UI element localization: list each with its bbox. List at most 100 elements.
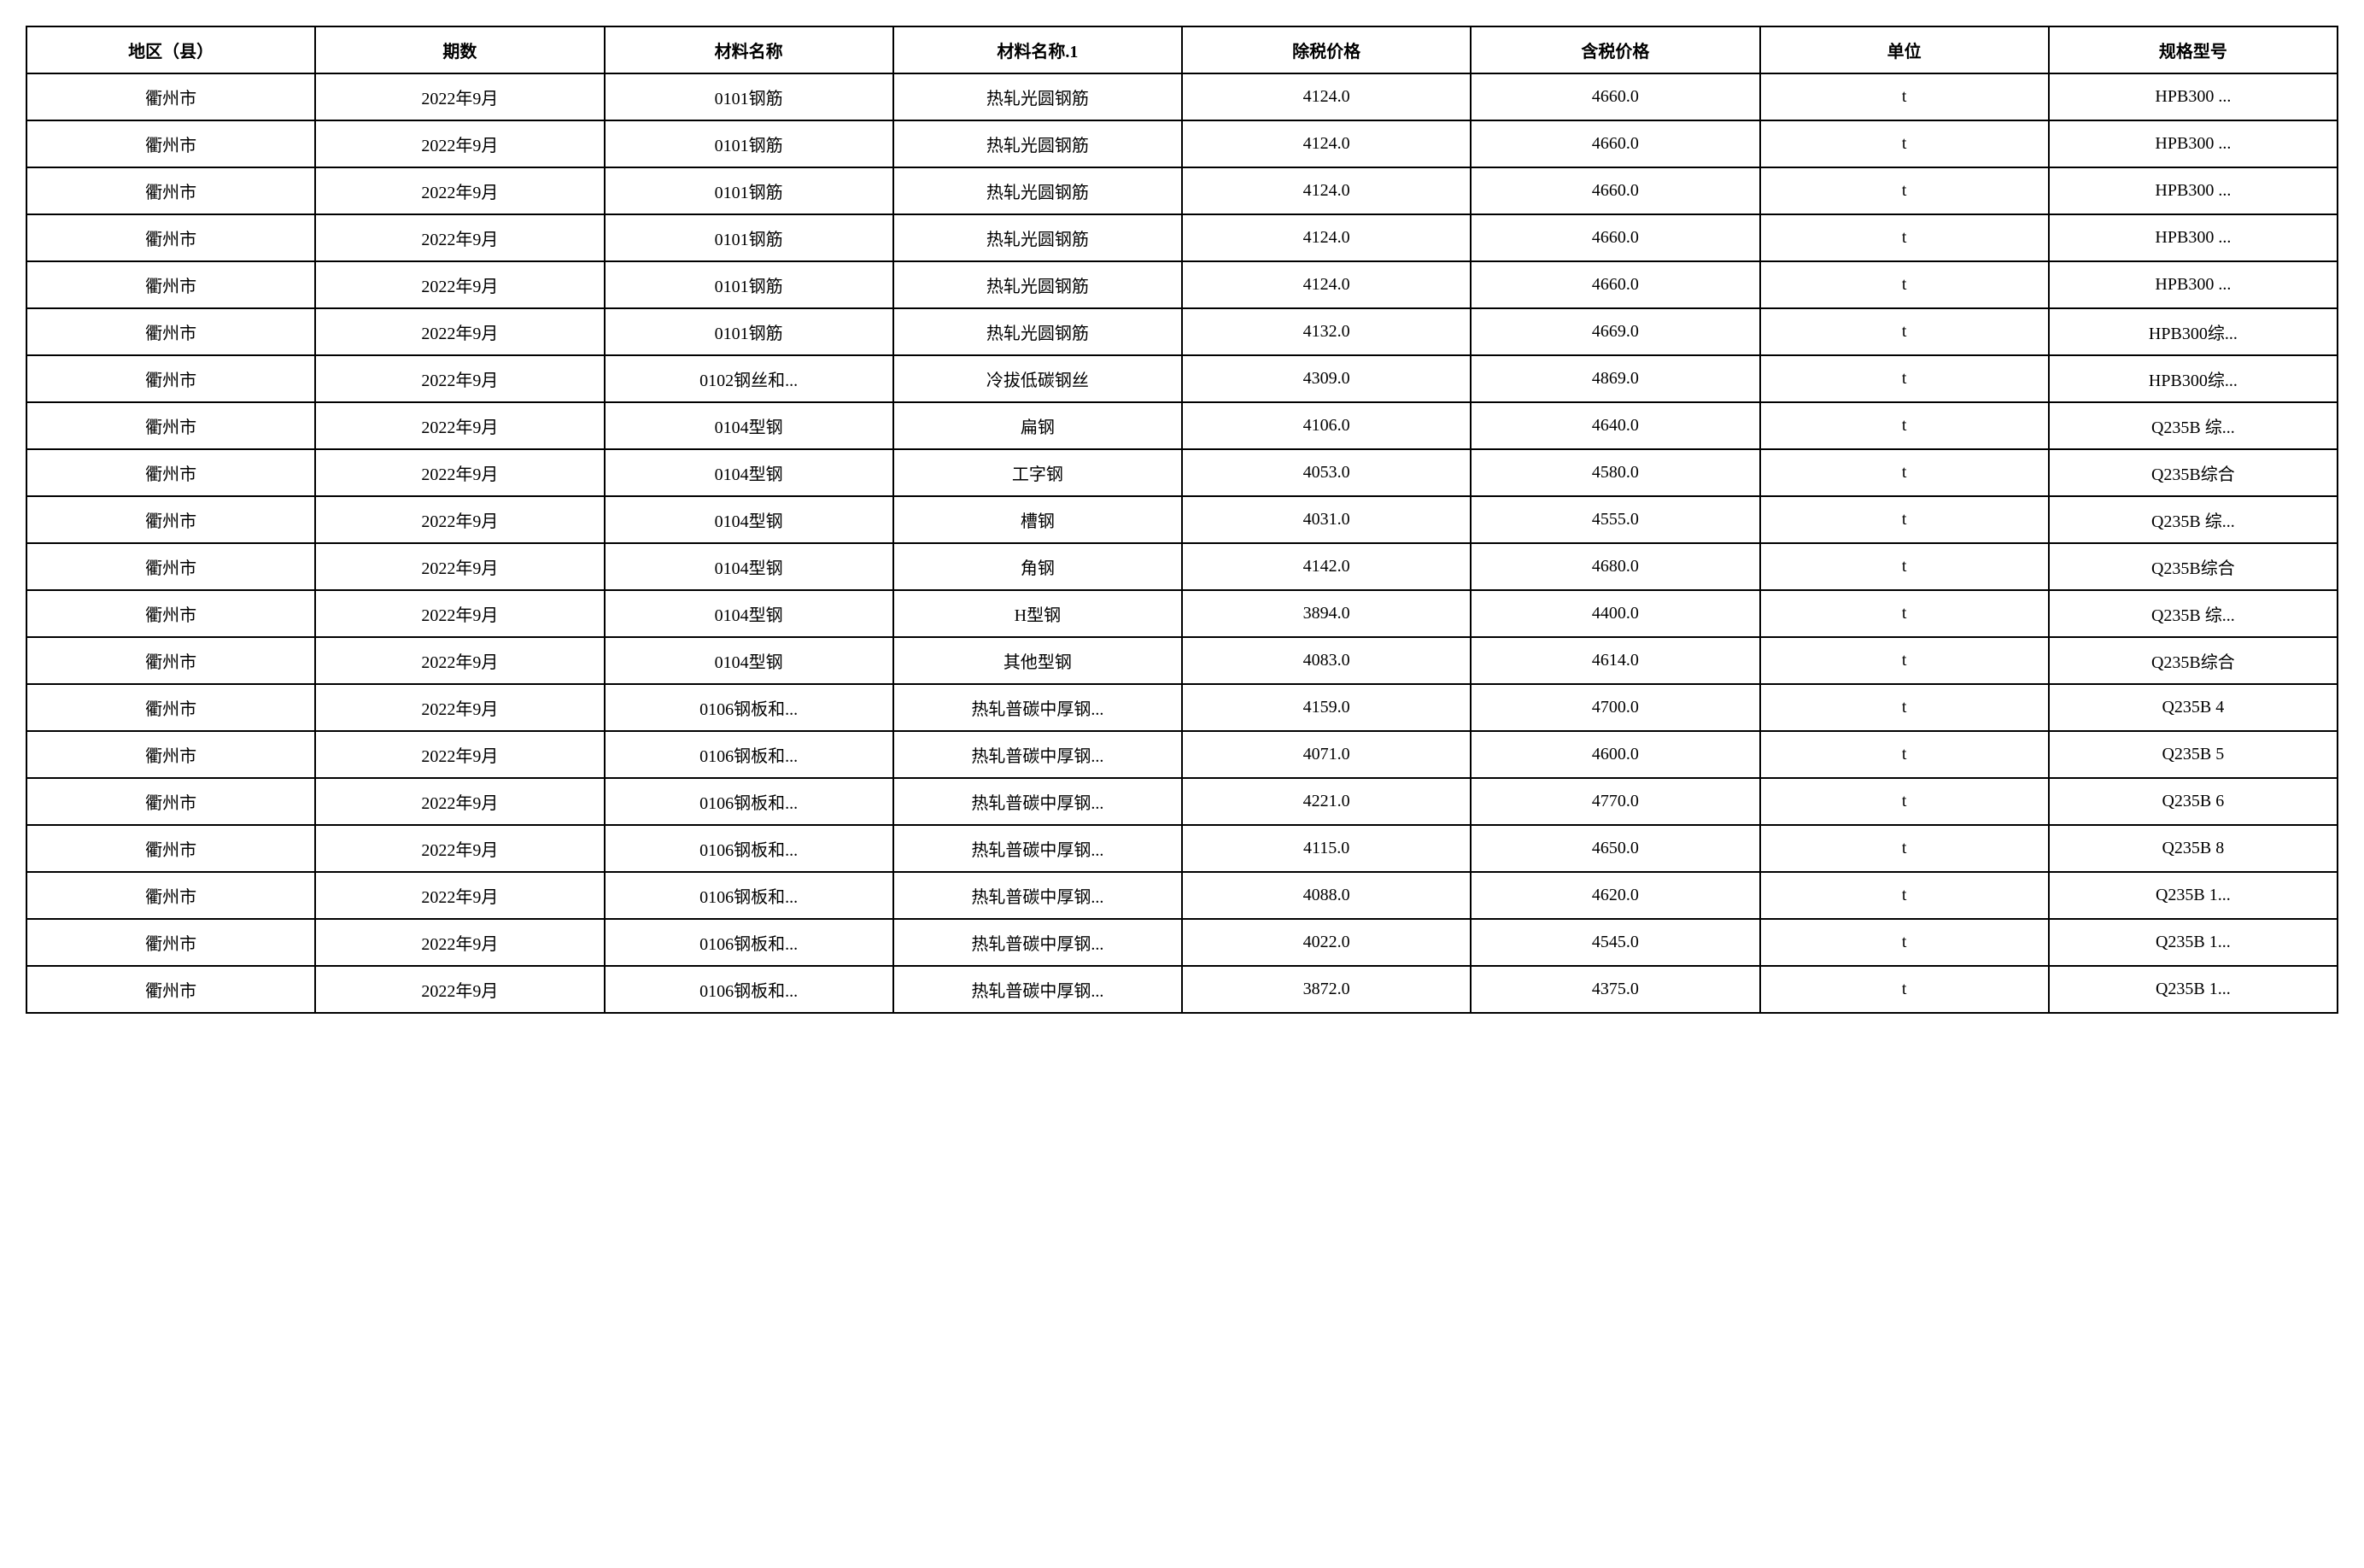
table-row: 衢州市2022年9月0101钢筋热轧光圆钢筋4124.04660.0tHPB30… <box>26 167 2338 214</box>
table-row: 衢州市2022年9月0104型钢其他型钢4083.04614.0tQ235B综合 <box>26 637 2338 684</box>
header-row: 地区（县） 期数 材料名称 材料名称.1 除税价格 含税价格 单位 规格型号 <box>26 26 2338 73</box>
table-cell: 衢州市 <box>26 261 315 308</box>
table-cell: HPB300综... <box>2049 355 2338 402</box>
table-cell: 4660.0 <box>1471 214 1759 261</box>
table-cell: 0104型钢 <box>605 637 893 684</box>
table-row: 衢州市2022年9月0106钢板和...热轧普碳中厚钢...4115.04650… <box>26 825 2338 872</box>
table-cell: t <box>1760 637 2049 684</box>
table-cell: 2022年9月 <box>315 120 604 167</box>
table-cell: 冷拔低碳钢丝 <box>893 355 1182 402</box>
table-cell: t <box>1760 590 2049 637</box>
table-cell: 4159.0 <box>1182 684 1471 731</box>
table-cell: 4680.0 <box>1471 543 1759 590</box>
table-cell: 扁钢 <box>893 402 1182 449</box>
table-row: 衢州市2022年9月0106钢板和...热轧普碳中厚钢...4159.04700… <box>26 684 2338 731</box>
table-cell: HPB300 ... <box>2049 120 2338 167</box>
table-cell: HPB300 ... <box>2049 73 2338 120</box>
table-cell: 2022年9月 <box>315 637 604 684</box>
table-cell: t <box>1760 449 2049 496</box>
table-cell: 衢州市 <box>26 355 315 402</box>
table-cell: 0101钢筋 <box>605 308 893 355</box>
table-cell: t <box>1760 496 2049 543</box>
table-cell: 4555.0 <box>1471 496 1759 543</box>
table-cell: 4600.0 <box>1471 731 1759 778</box>
table-cell: 热轧普碳中厚钢... <box>893 684 1182 731</box>
table-cell: 2022年9月 <box>315 449 604 496</box>
table-cell: 4124.0 <box>1182 120 1471 167</box>
table-row: 衢州市2022年9月0106钢板和...热轧普碳中厚钢...4071.04600… <box>26 731 2338 778</box>
table-cell: Q235B综合 <box>2049 543 2338 590</box>
table-cell: t <box>1760 872 2049 919</box>
table-cell: 4309.0 <box>1182 355 1471 402</box>
table-cell: 4660.0 <box>1471 261 1759 308</box>
table-cell: 4669.0 <box>1471 308 1759 355</box>
table-cell: Q235B 4 <box>2049 684 2338 731</box>
col-header-price-excl-tax: 除税价格 <box>1182 26 1471 73</box>
table-cell: 4083.0 <box>1182 637 1471 684</box>
table-cell: 2022年9月 <box>315 261 604 308</box>
table-cell: 衢州市 <box>26 402 315 449</box>
table-cell: 0104型钢 <box>605 590 893 637</box>
table-cell: 2022年9月 <box>315 73 604 120</box>
table-cell: 4545.0 <box>1471 919 1759 966</box>
table-cell: 4700.0 <box>1471 684 1759 731</box>
table-cell: 4124.0 <box>1182 261 1471 308</box>
table-cell: 衢州市 <box>26 120 315 167</box>
table-cell: 0106钢板和... <box>605 872 893 919</box>
table-cell: 2022年9月 <box>315 308 604 355</box>
table-cell: t <box>1760 402 2049 449</box>
table-cell: 4088.0 <box>1182 872 1471 919</box>
table-cell: 0102钢丝和... <box>605 355 893 402</box>
table-cell: 0106钢板和... <box>605 778 893 825</box>
table-cell: H型钢 <box>893 590 1182 637</box>
table-cell: 4132.0 <box>1182 308 1471 355</box>
table-cell: 4031.0 <box>1182 496 1471 543</box>
table-cell: t <box>1760 684 2049 731</box>
table-cell: t <box>1760 355 2049 402</box>
table-cell: 4614.0 <box>1471 637 1759 684</box>
table-cell: 衢州市 <box>26 167 315 214</box>
table-cell: 衢州市 <box>26 684 315 731</box>
table-cell: 2022年9月 <box>315 214 604 261</box>
table-cell: Q235B 8 <box>2049 825 2338 872</box>
table-row: 衢州市2022年9月0104型钢H型钢3894.04400.0tQ235B 综.… <box>26 590 2338 637</box>
table-cell: 2022年9月 <box>315 496 604 543</box>
table-row: 衢州市2022年9月0104型钢工字钢4053.04580.0tQ235B综合 <box>26 449 2338 496</box>
table-cell: 4022.0 <box>1182 919 1471 966</box>
table-cell: 3872.0 <box>1182 966 1471 1013</box>
table-cell: 2022年9月 <box>315 167 604 214</box>
table-cell: 2022年9月 <box>315 543 604 590</box>
table-cell: HPB300 ... <box>2049 261 2338 308</box>
table-cell: 热轧光圆钢筋 <box>893 214 1182 261</box>
table-cell: 2022年9月 <box>315 402 604 449</box>
table-cell: 4375.0 <box>1471 966 1759 1013</box>
table-cell: 衢州市 <box>26 778 315 825</box>
table-cell: 0104型钢 <box>605 496 893 543</box>
data-table: 地区（县） 期数 材料名称 材料名称.1 除税价格 含税价格 单位 规格型号 衢… <box>26 26 2338 1014</box>
table-cell: 4650.0 <box>1471 825 1759 872</box>
table-cell: 2022年9月 <box>315 919 604 966</box>
table-cell: Q235B 综... <box>2049 402 2338 449</box>
table-cell: 衢州市 <box>26 449 315 496</box>
table-cell: 衢州市 <box>26 731 315 778</box>
table-cell: 热轧普碳中厚钢... <box>893 778 1182 825</box>
table-cell: 0106钢板和... <box>605 966 893 1013</box>
table-cell: 衢州市 <box>26 496 315 543</box>
table-cell: 衢州市 <box>26 872 315 919</box>
table-cell: t <box>1760 308 2049 355</box>
table-row: 衢州市2022年9月0106钢板和...热轧普碳中厚钢...4088.04620… <box>26 872 2338 919</box>
table-cell: HPB300综... <box>2049 308 2338 355</box>
table-cell: 2022年9月 <box>315 825 604 872</box>
table-cell: Q235B 1... <box>2049 872 2338 919</box>
table-row: 衢州市2022年9月0106钢板和...热轧普碳中厚钢...4022.04545… <box>26 919 2338 966</box>
table-cell: 热轧普碳中厚钢... <box>893 825 1182 872</box>
table-cell: 衢州市 <box>26 73 315 120</box>
table-row: 衢州市2022年9月0106钢板和...热轧普碳中厚钢...4221.04770… <box>26 778 2338 825</box>
col-header-region: 地区（县） <box>26 26 315 73</box>
table-cell: 4053.0 <box>1182 449 1471 496</box>
table-cell: 热轧光圆钢筋 <box>893 73 1182 120</box>
table-cell: Q235B 1... <box>2049 919 2338 966</box>
table-cell: 衢州市 <box>26 966 315 1013</box>
table-cell: 4770.0 <box>1471 778 1759 825</box>
table-cell: Q235B 5 <box>2049 731 2338 778</box>
